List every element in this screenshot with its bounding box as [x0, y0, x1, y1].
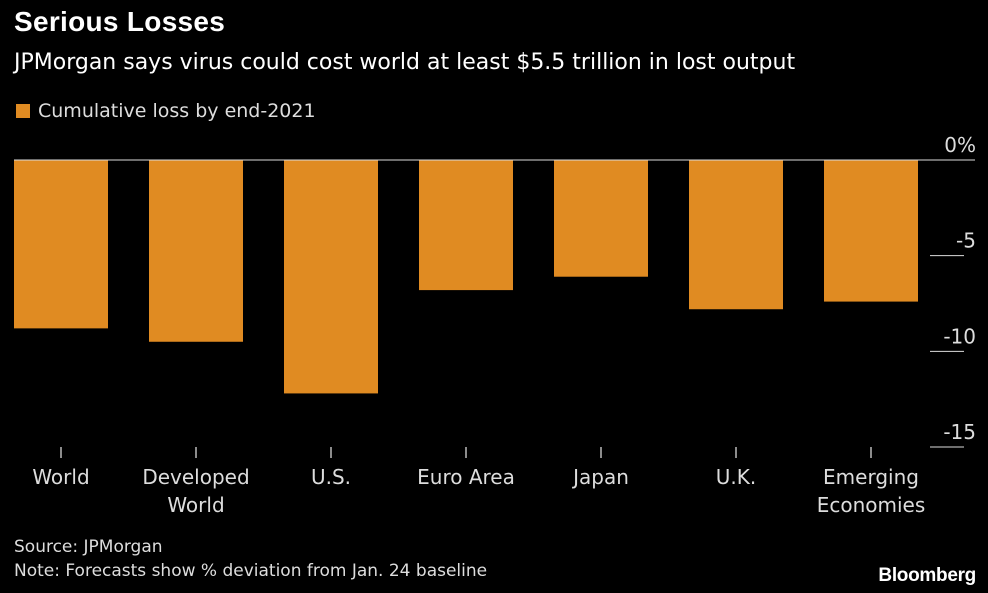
x-tick-label: U.K.: [716, 465, 756, 489]
y-tick-label: -5: [956, 229, 976, 253]
bar-6: [824, 160, 918, 302]
legend-label: Cumulative loss by end-2021: [38, 100, 316, 122]
bar-0: [14, 160, 108, 329]
y-tick-label: -15: [943, 420, 976, 444]
x-tick-label: World: [167, 493, 224, 517]
chart-subtitle: JPMorgan says virus could cost world at …: [14, 50, 796, 75]
y-tick-label: 0%: [944, 133, 976, 157]
chart-title: Serious Losses: [14, 6, 226, 37]
y-tick-label: -10: [943, 324, 976, 348]
bar-4: [554, 160, 648, 277]
footnote: Note: Forecasts show % deviation from Ja…: [14, 561, 488, 581]
x-tick-label: U.S.: [311, 465, 351, 489]
x-tick-label: Euro Area: [417, 465, 515, 489]
bar-2: [284, 160, 378, 394]
source-note: Source: JPMorgan: [14, 537, 163, 557]
bloomberg-logo: Bloomberg: [878, 565, 976, 586]
bar-3: [419, 160, 513, 291]
bar-1: [149, 160, 243, 342]
legend-swatch: [16, 104, 30, 118]
x-tick-label: Japan: [571, 465, 629, 489]
x-tick-label: World: [32, 465, 89, 489]
legend: Cumulative loss by end-2021: [16, 100, 316, 122]
x-tick-label: Economies: [817, 493, 926, 517]
bar-5: [689, 160, 783, 310]
x-tick-label: Developed: [142, 465, 249, 489]
x-tick-label: Emerging: [823, 465, 919, 489]
